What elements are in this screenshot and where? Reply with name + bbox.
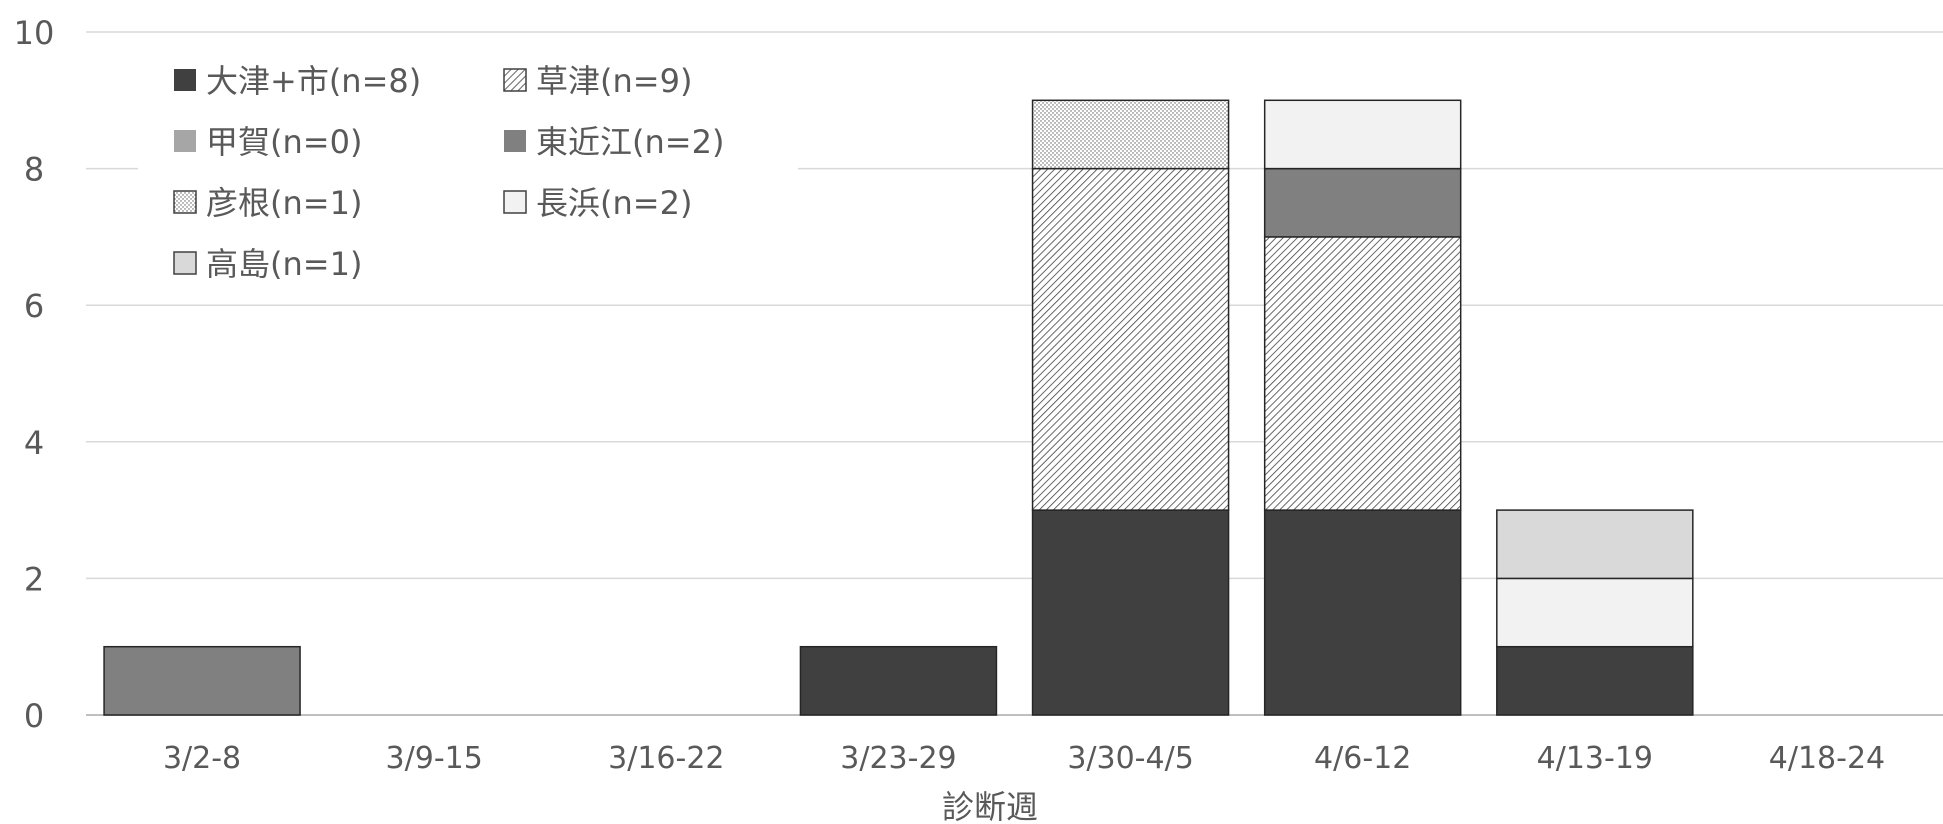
legend-label: 彦根(n=1) (206, 184, 362, 222)
x-tick-label: 3/2-8 (163, 741, 241, 776)
legend-swatch (173, 251, 197, 275)
bar-segment (1496, 577, 1694, 648)
bar-segment (1031, 509, 1230, 716)
bar-segment (1263, 99, 1462, 170)
x-tick-label: 3/30-4/5 (1067, 741, 1193, 776)
legend: 大津+市(n=8) 草津(n=9) 甲賀(n=0) 東近江(n=2) 彦根(n=1) 長浜… (138, 38, 798, 288)
legend-label: 東近江(n=2) (536, 123, 724, 161)
y-tick-label: 2 (24, 560, 44, 598)
legend-swatch (504, 130, 526, 152)
legend-label: 甲賀(n=0) (206, 123, 362, 161)
y-tick-label: 6 (24, 287, 44, 325)
x-tick-label: 3/23-29 (840, 741, 956, 776)
x-tick-label: 3/9-15 (386, 741, 483, 776)
legend-swatch (174, 130, 196, 152)
bar-segment (103, 645, 301, 716)
x-tick-label: 4/6-12 (1314, 741, 1411, 776)
x-axis-title: 診断週 (942, 788, 1038, 824)
legend-swatch (173, 190, 197, 214)
bar-segment (1496, 645, 1694, 716)
y-axis: 0 2 4 6 8 10 (14, 14, 55, 735)
bar-segment (1031, 99, 1230, 170)
y-tick-label: 0 (24, 697, 44, 735)
bar-segment (1031, 167, 1230, 511)
bar-segment (1263, 167, 1462, 238)
legend-label: 大津+市(n=8) (206, 62, 421, 100)
bar-segment (799, 645, 998, 716)
legend-swatch (503, 68, 527, 92)
x-axis: 3/2-8 3/9-15 3/16-22 3/23-29 3/30-4/5 4/6-12 4… (163, 741, 1885, 776)
bars (103, 99, 1694, 716)
bar-segment (1263, 236, 1462, 511)
y-tick-label: 10 (14, 14, 55, 52)
y-tick-label: 8 (24, 151, 44, 189)
bar-segment (1496, 509, 1694, 580)
x-tick-label: 3/16-22 (608, 741, 724, 776)
x-tick-label: 4/13-19 (1537, 741, 1653, 776)
legend-swatch (503, 190, 527, 214)
bar-segment (1263, 509, 1462, 716)
y-tick-label: 4 (24, 424, 44, 462)
x-tick-label: 4/18-24 (1769, 741, 1885, 776)
legend-label: 高島(n=1) (206, 245, 362, 283)
legend-label: 草津(n=9) (536, 62, 692, 100)
legend-label: 長浜(n=2) (536, 184, 692, 222)
legend-background (138, 38, 798, 288)
legend-swatch (174, 69, 196, 91)
